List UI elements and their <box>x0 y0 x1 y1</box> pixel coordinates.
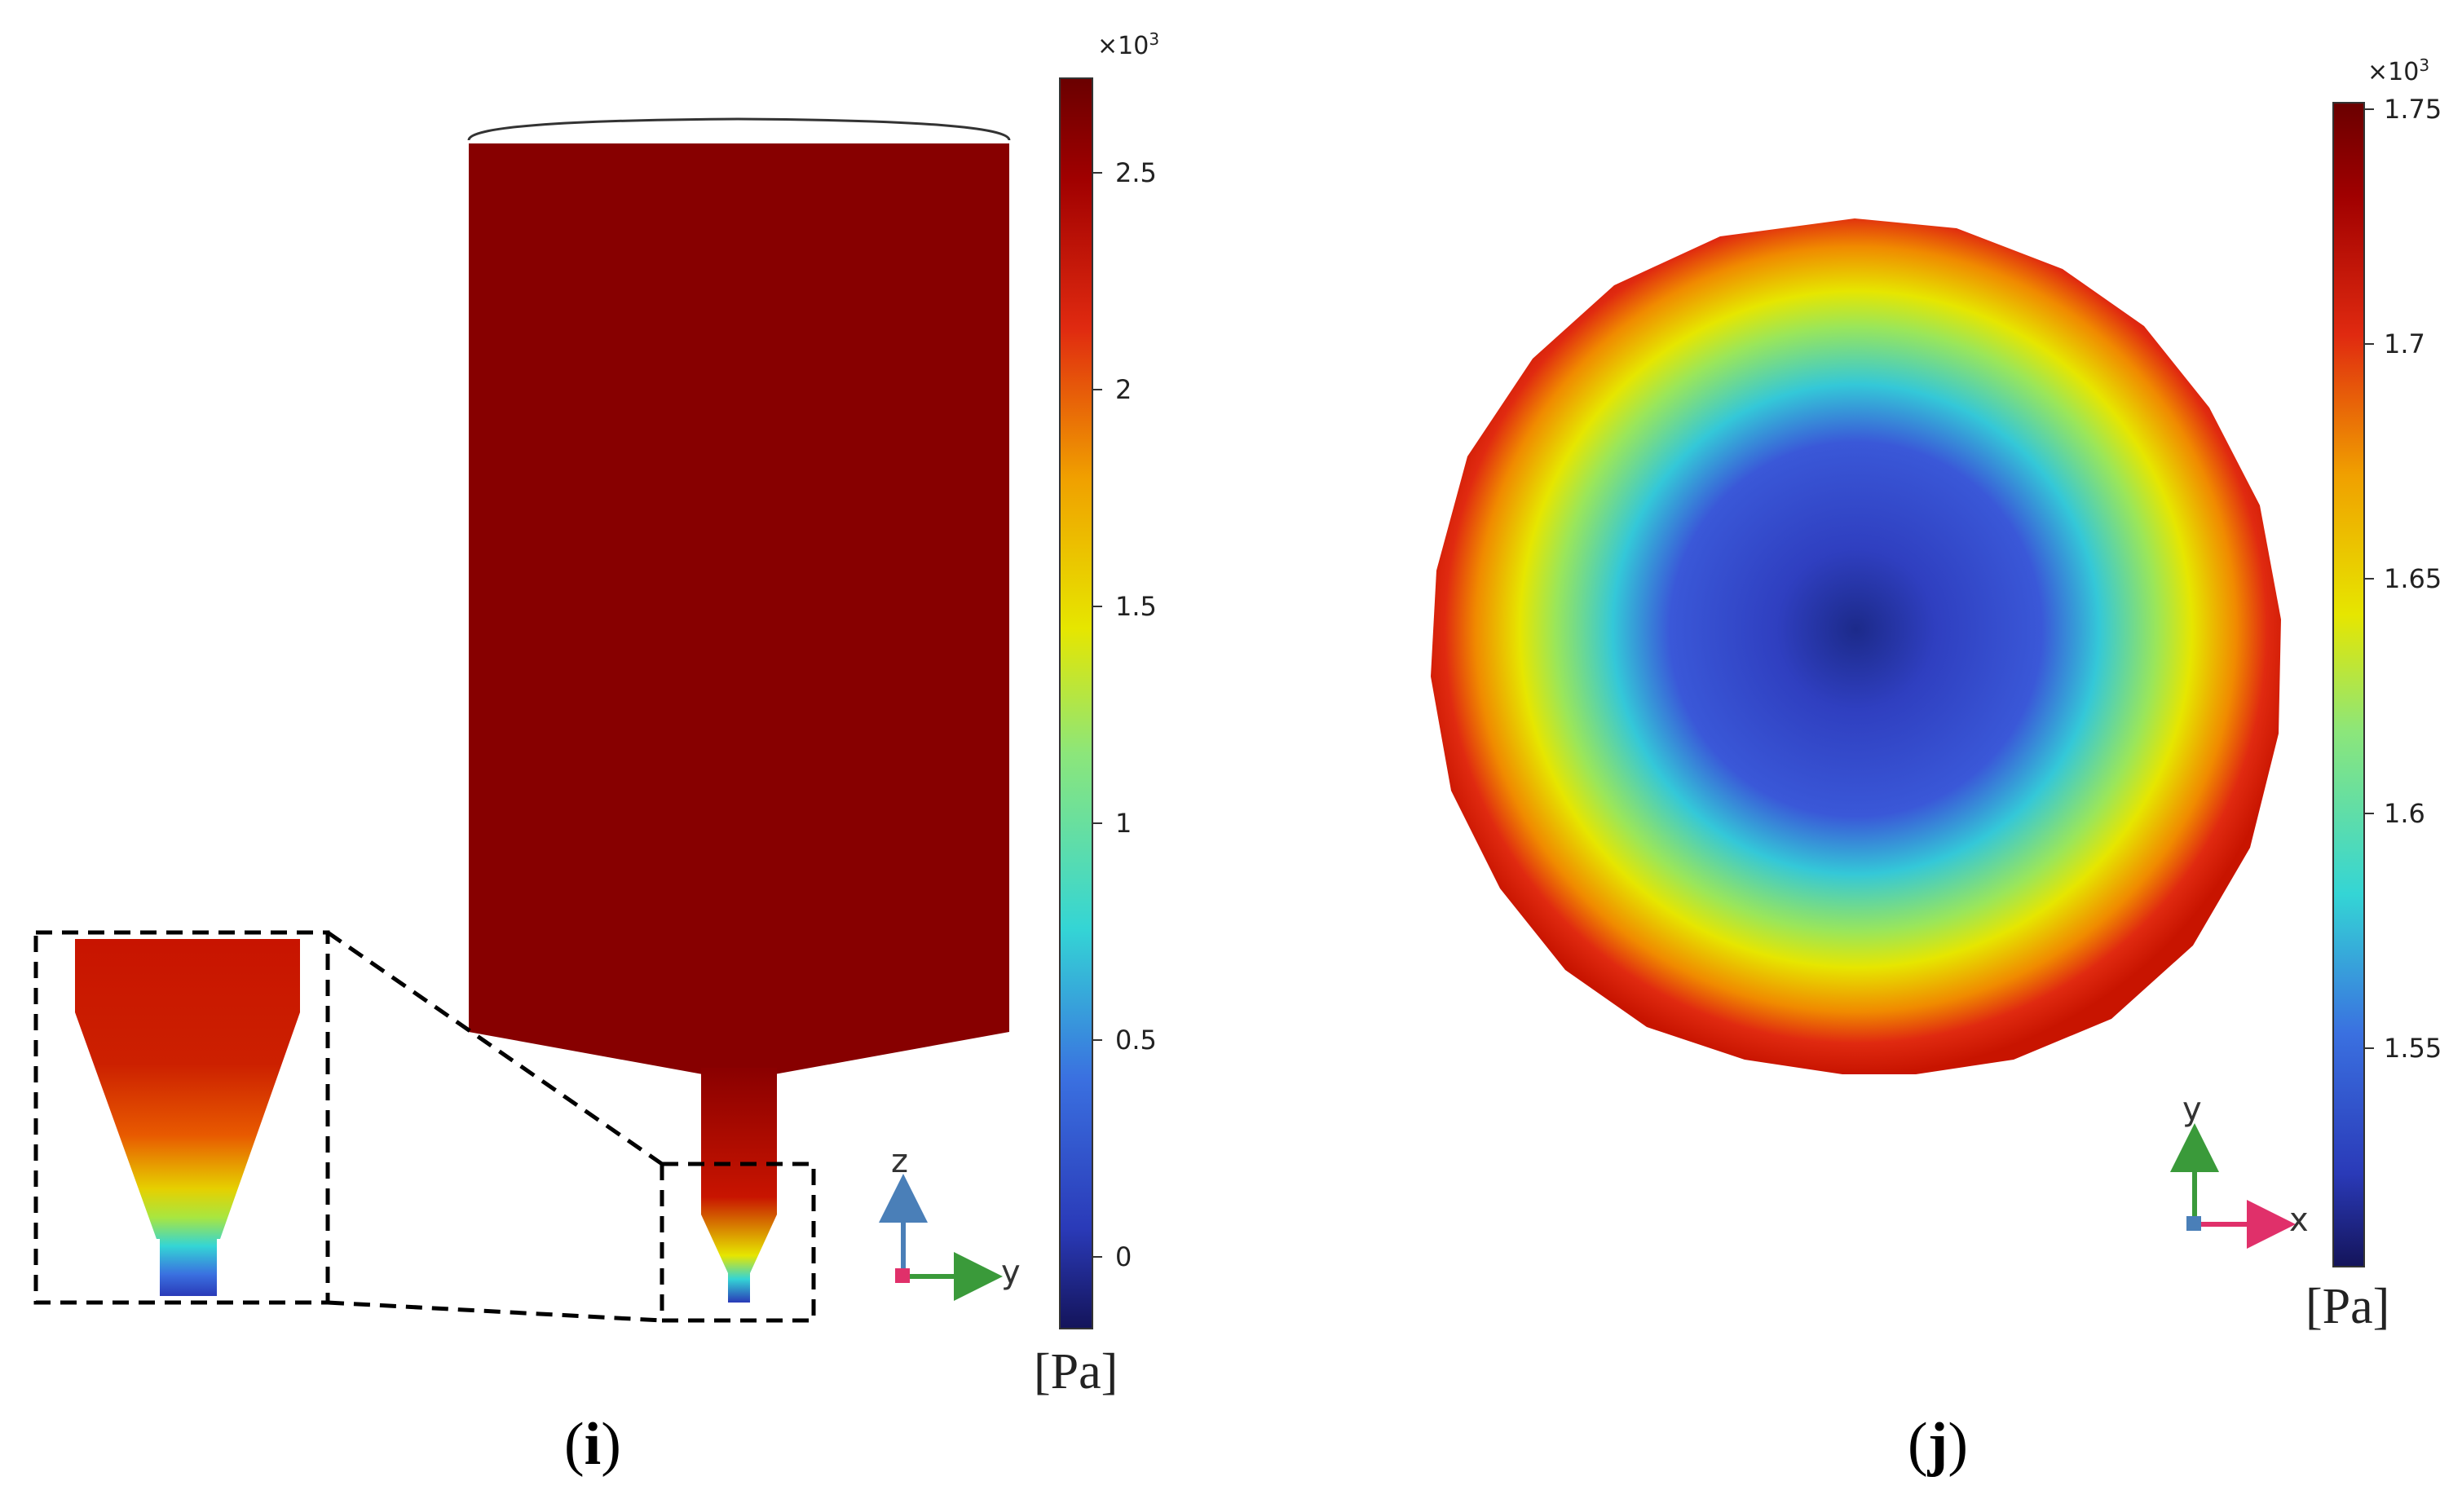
colorbar-i-tick: 2 <box>1115 374 1132 405</box>
silo-body <box>469 143 1009 1074</box>
triad-i-z-label: z <box>891 1143 908 1180</box>
silo-top-rim <box>467 117 1011 141</box>
colorbar-i-exponent: ×103 <box>1097 29 1160 60</box>
pressure-disc <box>1431 218 2281 1074</box>
panel-i <box>33 77 1102 1329</box>
colorbar-i-tick: 2.5 <box>1115 157 1157 188</box>
colorbar-j-ticks <box>2364 108 2374 1049</box>
colorbar-i-ticks <box>1092 172 1102 1258</box>
panel-j <box>1431 102 2374 1267</box>
zoom-inset-box <box>33 930 330 1305</box>
silo-nozzle <box>701 1068 777 1303</box>
colorbar-j <box>2332 102 2365 1267</box>
panel-j-label: (j) <box>1908 1411 1968 1478</box>
colorbar-j-tick: 1.65 <box>2384 563 2442 594</box>
panel-i-label: (i) <box>564 1411 621 1478</box>
colorbar-j-unit: [Pa] <box>2305 1279 2390 1334</box>
colorbar-i-tick: 1 <box>1115 808 1132 839</box>
zoom-connector-bottom <box>327 1300 663 1323</box>
colorbar-j-tick: 1.55 <box>2384 1033 2442 1064</box>
zoom-connector-top <box>326 930 664 1166</box>
triad-j-x-label: x <box>2289 1201 2309 1239</box>
colorbar-j-exponent: ×103 <box>2367 55 2430 86</box>
triad-i-y-label: y <box>1001 1254 1021 1291</box>
colorbar-i-unit: [Pa] <box>1034 1344 1118 1400</box>
colorbar-i-tick: 1.5 <box>1115 591 1157 622</box>
triad-j-y-label: y <box>2182 1091 2202 1128</box>
colorbar-j-tick: 1.7 <box>2384 328 2425 359</box>
axis-triad-j <box>2170 1123 2296 1249</box>
colorbar-j-tick: 1.6 <box>2384 798 2425 829</box>
axis-triad-i <box>879 1174 1003 1301</box>
colorbar-i <box>1059 77 1093 1329</box>
colorbar-i-tick: 0.5 <box>1115 1025 1157 1056</box>
inset-nozzle <box>75 939 300 1296</box>
zoom-box-small <box>660 1162 816 1323</box>
colorbar-j-tick: 1.75 <box>2384 94 2442 125</box>
colorbar-i-tick: 0 <box>1115 1241 1132 1272</box>
